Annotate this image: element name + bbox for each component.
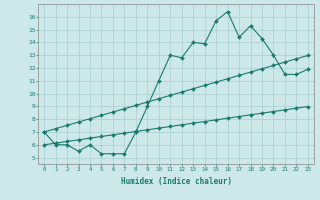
- X-axis label: Humidex (Indice chaleur): Humidex (Indice chaleur): [121, 177, 231, 186]
